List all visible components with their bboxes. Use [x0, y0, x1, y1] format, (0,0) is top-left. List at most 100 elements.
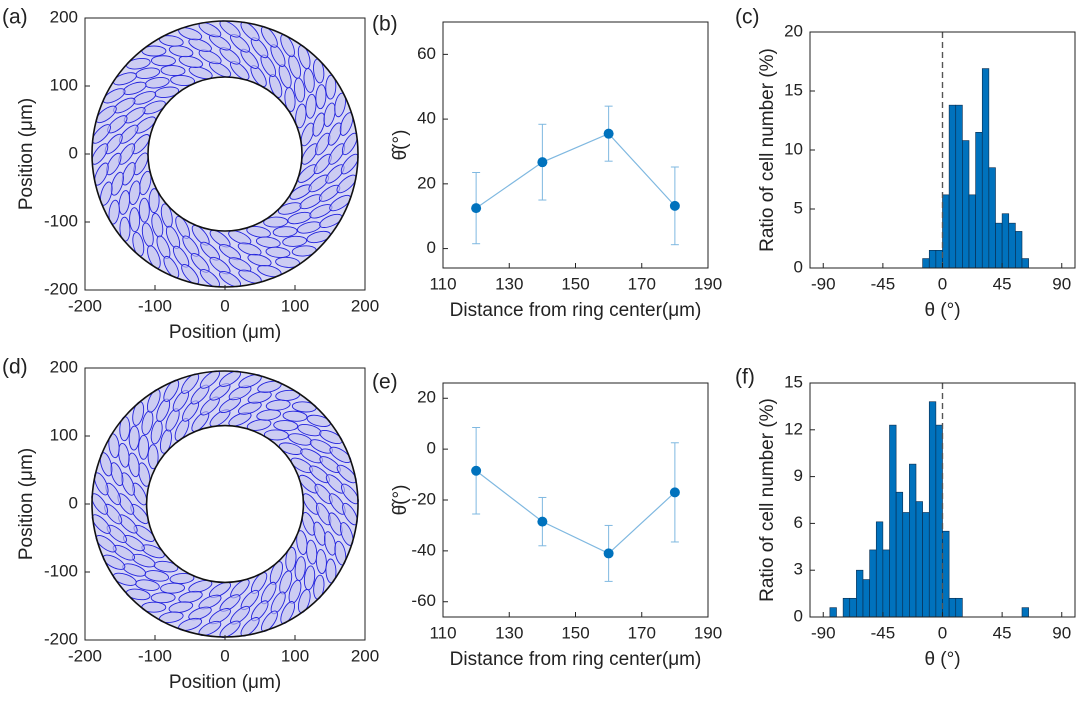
bar	[981, 68, 990, 269]
cell	[131, 482, 148, 506]
cell	[272, 226, 298, 238]
cell	[237, 401, 262, 415]
cell	[121, 162, 136, 186]
x-tick-label: 170	[628, 274, 656, 293]
cell	[133, 152, 149, 176]
cell	[256, 409, 282, 421]
cell	[305, 93, 317, 119]
cell	[138, 197, 150, 223]
y-tick-label: 0	[794, 606, 803, 625]
bar	[948, 597, 957, 618]
bar	[942, 194, 950, 269]
point	[669, 200, 680, 211]
x-tick-label: 130	[495, 274, 523, 293]
y-axis-label: Ratio of cell number (%)	[757, 398, 778, 602]
x-tick-label: -45	[871, 623, 896, 642]
cell	[151, 55, 176, 67]
cell	[218, 244, 241, 261]
cell	[263, 429, 289, 441]
x-axis-label: Position (μm)	[169, 672, 281, 693]
y-tick-label: 10	[784, 139, 803, 158]
panel: (a) -200 -100 0 100 200 -200 -100 0 100 200 Positio…	[2, 6, 379, 343]
cell	[315, 132, 331, 156]
x-tick-label: -200	[68, 646, 102, 665]
y-tick-label: 0	[427, 439, 436, 458]
cell	[265, 246, 291, 258]
y-tick-label: -100	[44, 211, 78, 230]
x-tick-label: 150	[561, 274, 589, 293]
cell	[148, 188, 160, 214]
y-tick-label: 60	[417, 44, 436, 63]
bar	[862, 579, 870, 618]
x-tick-label: 90	[1052, 274, 1071, 293]
x-tick-label: 200	[351, 646, 379, 665]
y-tick-label: 12	[784, 419, 803, 438]
bar	[922, 512, 930, 618]
point	[669, 487, 680, 498]
bar	[935, 424, 943, 618]
bar	[955, 104, 963, 269]
y-tick-label: 20	[417, 173, 436, 192]
x-tick-label: 0	[220, 646, 229, 665]
bar	[895, 491, 904, 618]
y-axis-label: Ratio of cell number (%)	[757, 48, 778, 252]
y-tick-label: 40	[417, 109, 436, 128]
cell	[128, 425, 140, 451]
x-tick-label: 110	[429, 623, 456, 642]
x-tick-label: 190	[694, 623, 722, 642]
y-axis-label: Position (μm)	[16, 98, 37, 210]
y-tick-label: -200	[44, 629, 78, 648]
bar	[995, 222, 1003, 269]
x-tick-label: 0	[220, 296, 229, 315]
panel: (b) 110 130 150 170 190 0 20 40 60 Distance from r…	[372, 13, 722, 321]
cell	[328, 512, 343, 536]
bar	[1001, 213, 1010, 269]
cell	[282, 410, 308, 422]
y-tick-label: 0	[69, 493, 78, 512]
cell	[237, 242, 262, 256]
cell	[129, 207, 141, 233]
cell	[198, 49, 222, 65]
bar	[842, 597, 851, 618]
cell	[110, 462, 124, 487]
cell	[169, 572, 195, 585]
x-axis-label: Position (μm)	[169, 322, 281, 343]
bar	[882, 549, 890, 618]
x-tick-label: -90	[811, 274, 836, 293]
bar	[856, 569, 864, 618]
y-tick-label: 100	[50, 425, 78, 444]
bar	[849, 597, 857, 618]
point	[471, 465, 482, 476]
y-tick-label: 9	[794, 466, 803, 485]
bar	[928, 250, 937, 269]
cell	[247, 253, 272, 267]
ring-boundary	[147, 76, 303, 232]
cell	[120, 472, 135, 496]
bar	[1021, 607, 1029, 618]
cell	[265, 399, 291, 411]
cell	[315, 502, 332, 526]
cell	[178, 590, 203, 604]
x-tick-label: 90	[1052, 623, 1071, 642]
point	[471, 203, 482, 214]
panel: (e) 110 130 150 170 190 -60 -40 -20 0 20 Distance f…	[372, 371, 722, 670]
x-tick-label: -100	[138, 646, 172, 665]
cell	[160, 582, 185, 594]
cell	[198, 594, 222, 610]
cell	[301, 512, 316, 536]
bar	[1021, 258, 1029, 269]
cell	[315, 549, 327, 575]
cell	[138, 462, 151, 487]
cell	[118, 190, 131, 215]
y-tick-label: -40	[411, 540, 436, 559]
x-tick-label: -90	[811, 623, 836, 642]
cell	[178, 55, 204, 68]
cell	[188, 579, 213, 593]
x-axis-label: Distance from ring center(μm)	[450, 300, 702, 321]
panel-label: (e)	[372, 371, 398, 394]
cell	[138, 434, 150, 460]
bar	[1015, 231, 1023, 269]
cell	[105, 482, 121, 506]
bar	[889, 424, 897, 618]
bar	[942, 530, 950, 618]
